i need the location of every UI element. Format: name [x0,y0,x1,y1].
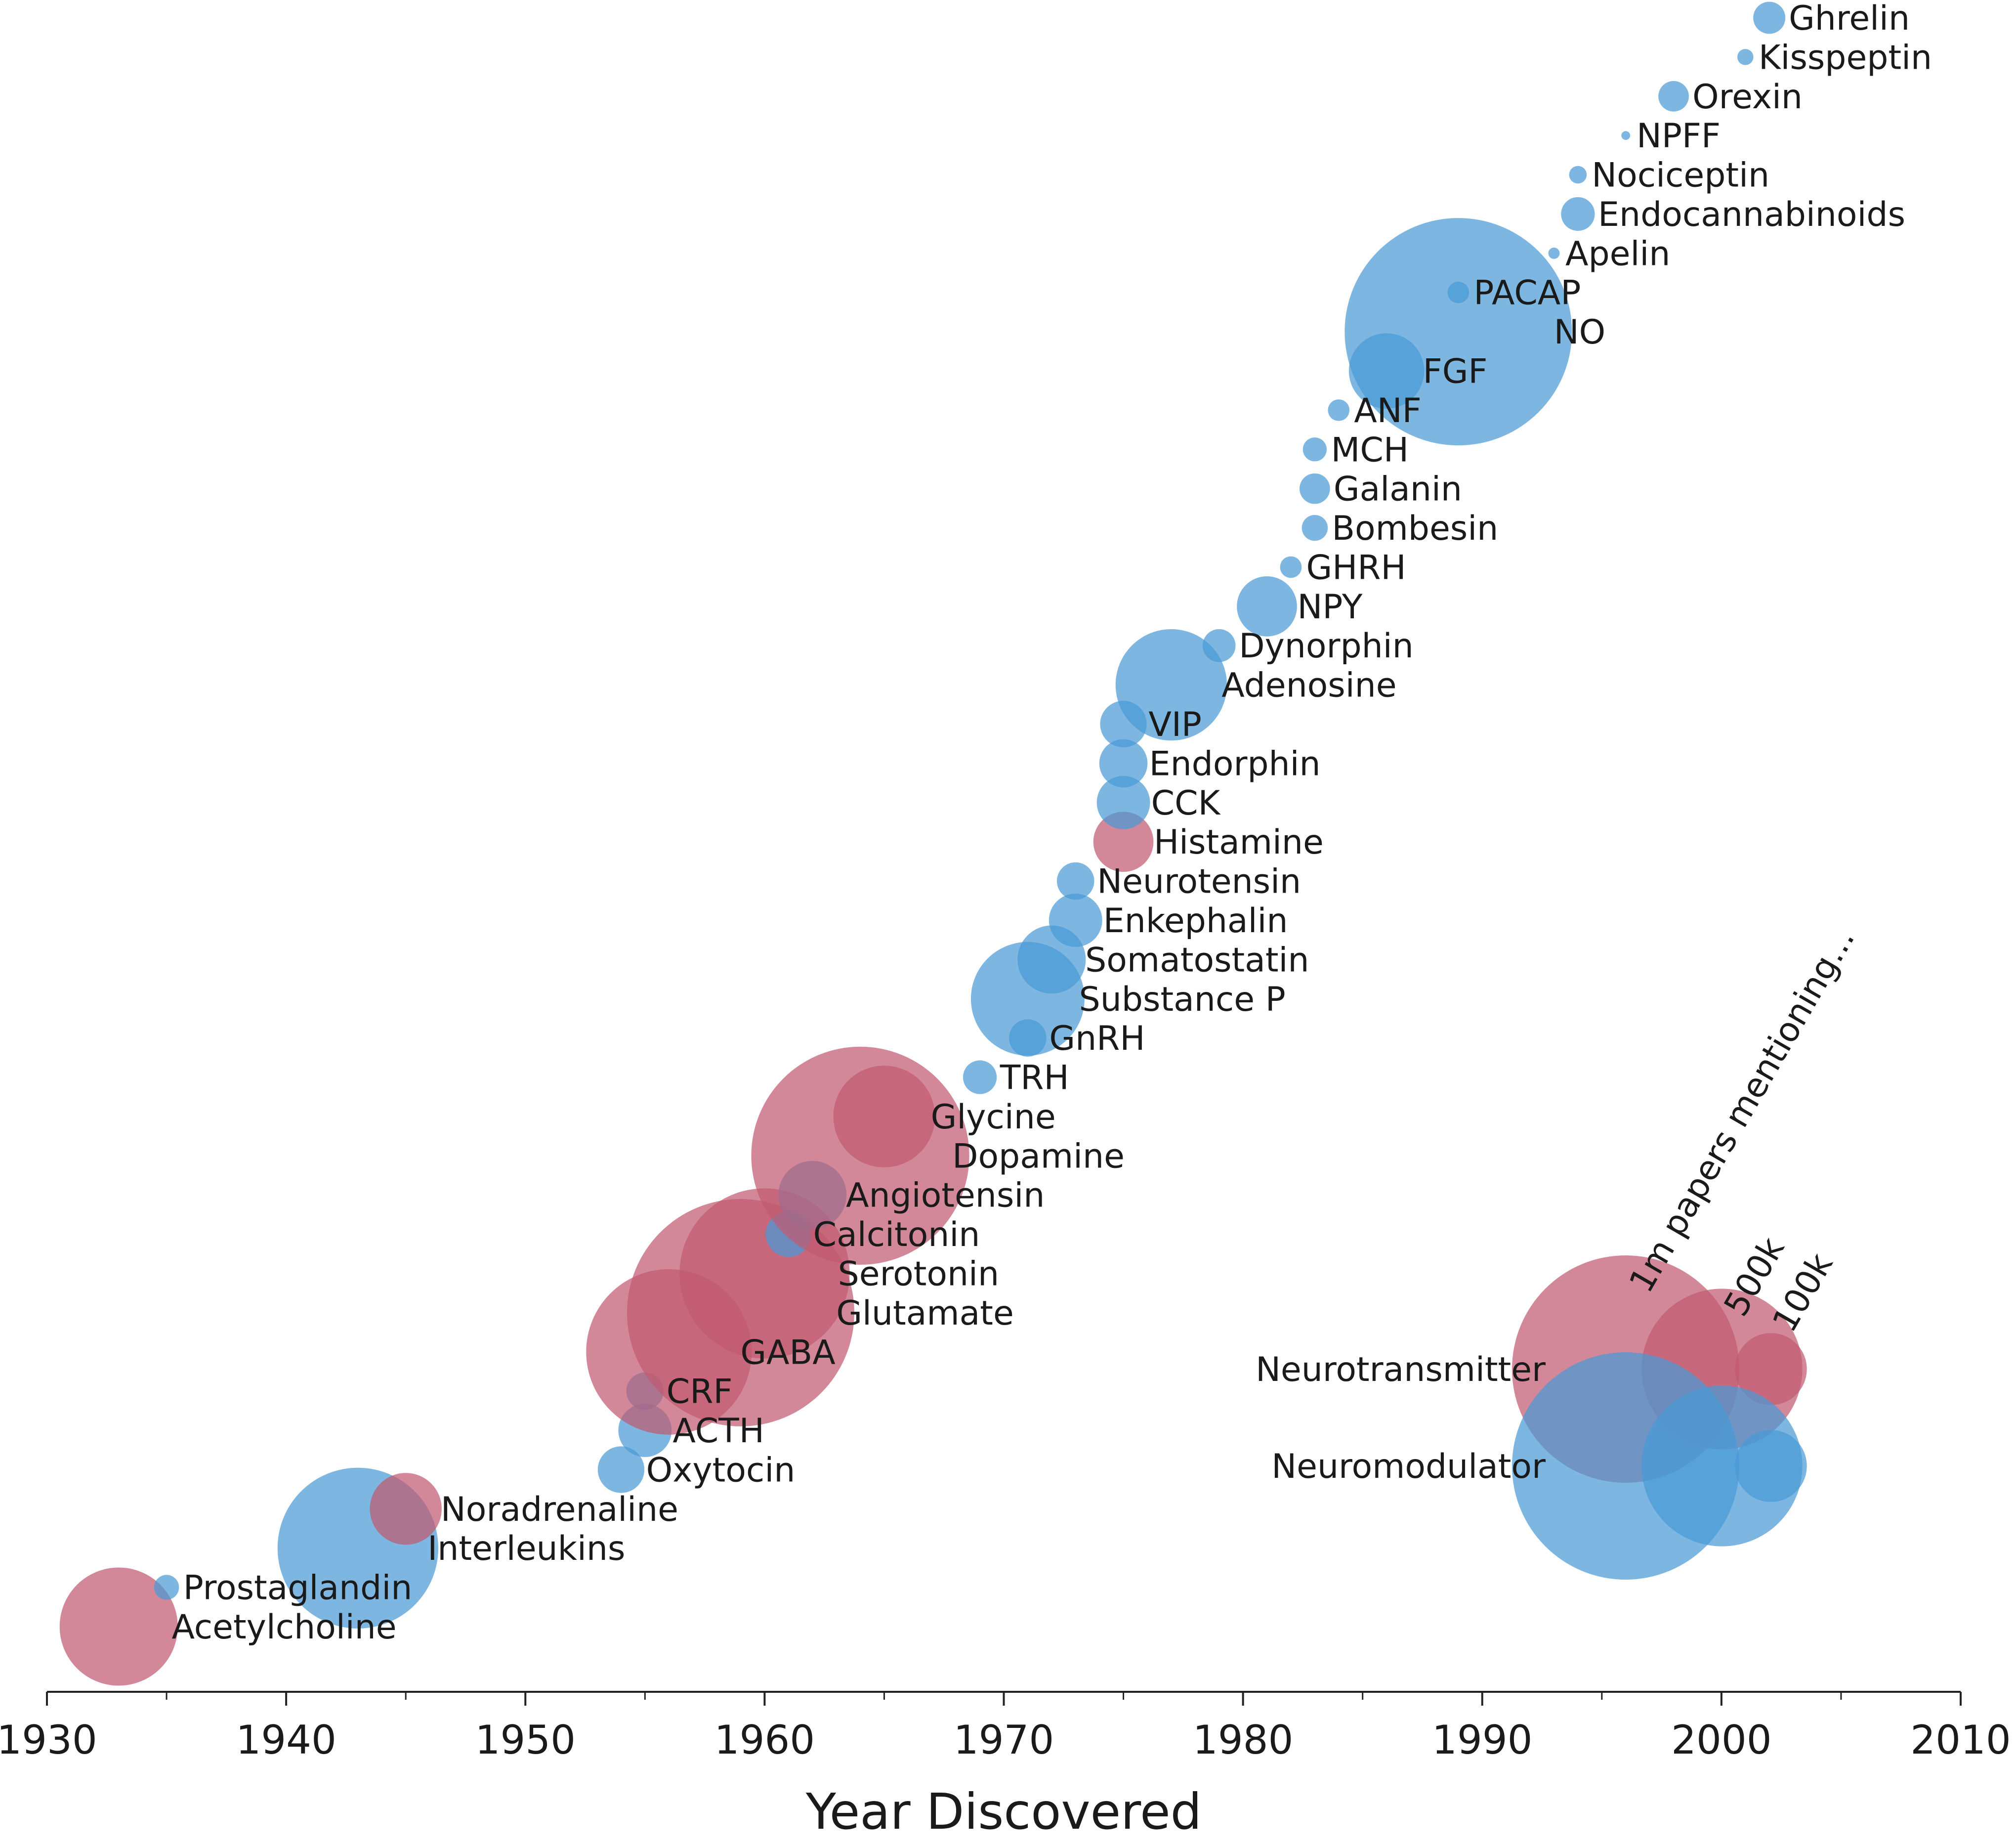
label-substance-p: Substance P [1079,980,1286,1019]
label-enkephalin: Enkephalin [1103,902,1288,941]
label-bombesin: Bombesin [1332,509,1498,548]
bubble-endocannabinoids [1561,197,1595,231]
x-axis-ticks: 1930 1940 1950 1960 1970 1980 1990 2000 2010 [0,1692,2011,1763]
label-prostaglandin: Prostaglandin [183,1569,413,1608]
label-dopamine: Dopamine [952,1137,1125,1176]
bubble-oxytocin [597,1446,645,1493]
label-nociceptin: Nociceptin [1592,156,1769,195]
label-anf: ANF [1354,391,1422,430]
label-orexin: Orexin [1692,78,1803,117]
label-glycine: Glycine [931,1098,1056,1137]
legend-bubble-neuromodulator-100k [1735,1430,1807,1502]
label-cck: CCK [1151,784,1221,823]
bubble-ghrh [1280,556,1302,578]
label-mch: MCH [1331,430,1409,470]
bubble-endorphin [1099,739,1148,788]
bubble-nociceptin [1569,166,1587,184]
label-endorphin: Endorphin [1149,744,1321,783]
bubble-pacap [1447,281,1470,303]
label-fgf: FGF [1423,352,1488,391]
label-crf: CRF [667,1373,733,1412]
label-no: NO [1554,313,1605,352]
legend-size-label-1m: 1m papers mentioning... [1622,921,1862,1299]
x-tick-label-2000: 2000 [1671,1717,1772,1763]
x-tick-label-2010: 2010 [1910,1717,2011,1763]
bubble-mch [1302,437,1327,462]
size-legend: Neurotransmitter Neuromodulator 1m papers … [1256,921,1862,1580]
label-neurotensin: Neurotensin [1097,862,1301,902]
legend-bubble-neurotransmitter-100k [1735,1333,1807,1405]
label-oxytocin: Oxytocin [646,1451,796,1490]
label-endocannabinoids: Endocannabinoids [1598,195,1905,234]
legend-row-label-neurotransmitter: Neurotransmitter [1256,1350,1546,1389]
label-ghrelin: Ghrelin [1789,0,1910,38]
label-pacap: PACAP [1473,274,1581,313]
bubble-prostaglandin [154,1575,179,1600]
legend-bubble-neuromodulator-500k [1641,1385,1803,1547]
bubble-dynorphin [1202,629,1236,662]
x-tick-label-1950: 1950 [475,1717,576,1763]
bubble-neurotensin [1056,862,1094,900]
x-tick-label-1970: 1970 [954,1717,1054,1763]
x-tick-label-1980: 1980 [1193,1717,1294,1763]
bubble-orexin [1658,81,1689,112]
label-calcitonin: Calcitonin [813,1215,980,1254]
x-axis-title: Year Discovered [805,1783,1202,1841]
label-angiotensin: Angiotensin [846,1176,1045,1215]
bubble-noradrenaline [370,1473,442,1545]
label-histamine: Histamine [1154,823,1324,862]
bubble-trh [963,1060,997,1094]
label-noradrenaline: Noradrenaline [441,1490,678,1529]
bubble-npff [1621,131,1631,140]
label-somatostatin: Somatostatin [1085,941,1309,980]
label-vip: VIP [1148,705,1202,744]
bubble-enkephalin [1049,894,1102,947]
bubble-apelin [1548,247,1560,259]
label-acetylcholine: Acetylcholine [171,1608,396,1647]
x-tick-label-1940: 1940 [236,1717,336,1763]
label-npy: NPY [1298,588,1363,627]
bubble-bombesin [1302,515,1328,541]
label-kisspeptin: Kisspeptin [1759,38,1932,77]
label-gnrh: GnRH [1049,1019,1145,1058]
bubble-anf [1328,399,1350,421]
bubble-layer [59,1,1786,1686]
label-glutamate: Glutamate [836,1294,1013,1333]
label-dynorphin: Dynorphin [1239,627,1414,666]
label-adenosine: Adenosine [1221,666,1396,705]
label-serotonin: Serotonin [838,1254,999,1293]
label-galanin: Galanin [1334,470,1462,509]
x-axis: 1930 1940 1950 1960 1970 1980 1990 2000 2010 Yea… [0,1691,2011,1841]
bubble-npy [1237,576,1297,637]
x-tick-label-1990: 1990 [1432,1717,1533,1763]
label-apelin: Apelin [1565,234,1670,273]
bubble-histamine [1093,812,1154,872]
legend-row-label-neuromodulator: Neuromodulator [1271,1447,1546,1486]
bubble-cck [1096,775,1150,829]
bubble-glycine [833,1066,935,1167]
x-tick-label-1930: 1930 [0,1717,97,1763]
bubble-adenosine [1115,629,1227,741]
bubble-no [1344,218,1572,446]
label-npff: NPFF [1637,117,1721,156]
bubble-galanin [1300,473,1330,504]
label-ghrh: GHRH [1306,548,1406,587]
label-gaba: GABA [740,1333,835,1372]
bubble-kisspeptin [1737,49,1754,65]
label-acth: ACTH [672,1412,764,1451]
label-trh: TRH [1000,1059,1069,1098]
x-tick-label-1960: 1960 [714,1717,815,1763]
label-layer: AcetylcholineProstaglandinInterleukinsNo… [171,0,1932,1647]
bubble-acetylcholine [59,1567,178,1686]
label-interleukins: Interleukins [427,1529,625,1568]
bubble-ghrelin [1753,1,1786,34]
